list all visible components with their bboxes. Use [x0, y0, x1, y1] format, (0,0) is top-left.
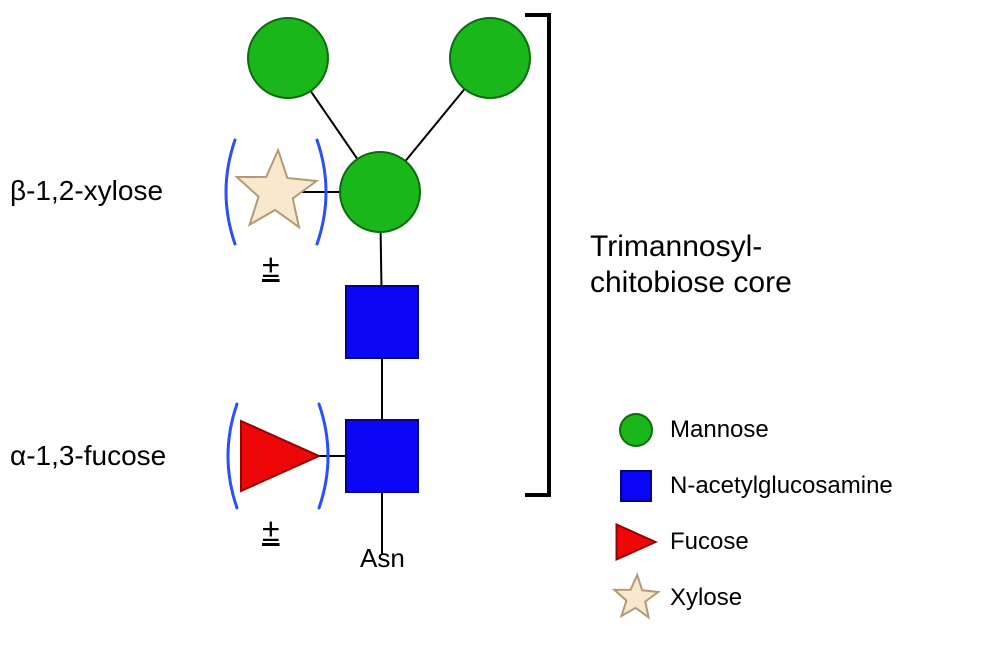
mannose-icon: [340, 152, 420, 232]
legend-xylose-icon: [614, 575, 658, 617]
bracket-icon: [228, 404, 237, 508]
legend-fucose-label: Fucose: [670, 528, 749, 556]
legend-glcnac-icon: [621, 471, 651, 501]
fucose-label: α-1,3-fucose: [10, 440, 166, 472]
legend-glcnac-label: N-acetylglucosamine: [670, 472, 893, 500]
fucose-icon: [241, 421, 319, 491]
core-label-line2: chitobiose core: [590, 266, 792, 300]
asn-label: Asn: [360, 543, 405, 574]
mannose-icon: [248, 18, 328, 98]
glcnac-icon: [346, 420, 418, 492]
legend-fucose-icon: [617, 525, 656, 560]
xylose-icon: [237, 150, 317, 227]
mannose-icon: [450, 18, 530, 98]
core-label-line1: Trimannosyl-: [590, 230, 762, 264]
bracket-icon: [226, 140, 235, 244]
glycan-diagram: [0, 0, 1000, 656]
xylose-label: β-1,2-xylose: [10, 175, 163, 207]
legend-mannose-icon: [620, 414, 652, 446]
legend-xylose-label: Xylose: [670, 584, 742, 612]
glcnac-icon: [346, 286, 418, 358]
plusminus-xylose: ±: [262, 248, 280, 285]
plusminus-fucose: ±: [262, 512, 280, 549]
legend-mannose-label: Mannose: [670, 416, 769, 444]
big-bracket-icon: [525, 15, 549, 495]
